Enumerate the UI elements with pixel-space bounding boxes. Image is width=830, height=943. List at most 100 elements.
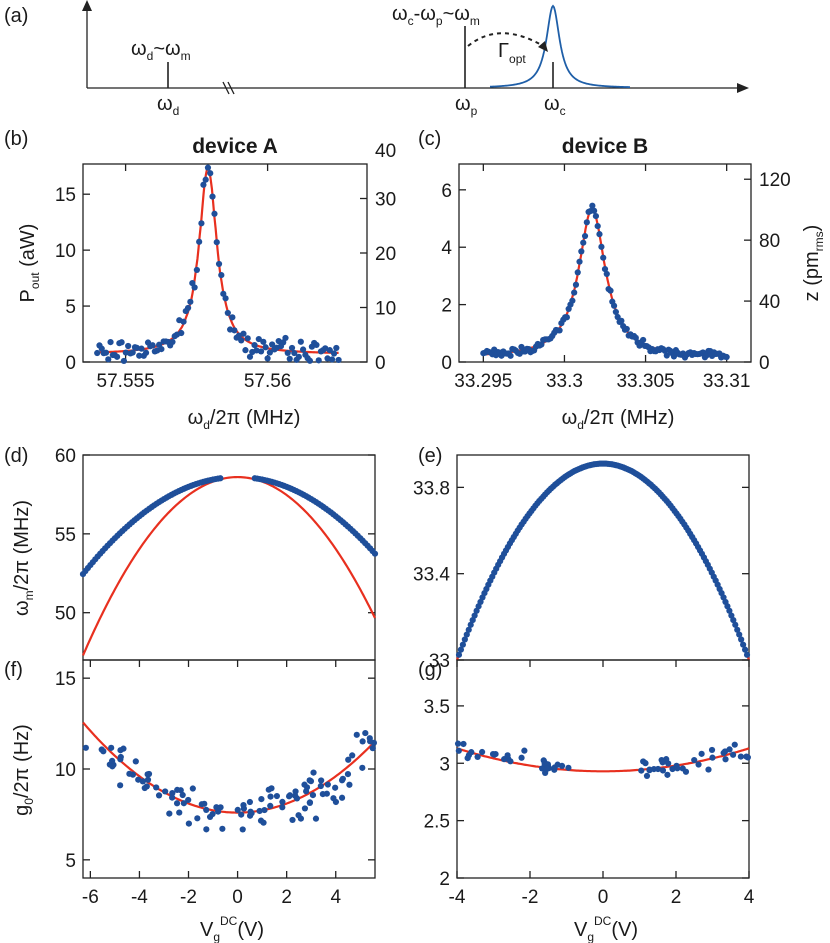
- fit-curve: [97, 165, 339, 355]
- data-point: [563, 314, 570, 321]
- fit-curve: [483, 207, 727, 357]
- data-point: [659, 759, 666, 766]
- data-point: [318, 777, 325, 784]
- data-point: [267, 793, 274, 800]
- data-point: [591, 207, 598, 214]
- data-point: [307, 778, 315, 785]
- data-point: [580, 239, 587, 246]
- data-point: [571, 289, 578, 296]
- data-point: [610, 302, 618, 309]
- y-tick-label: 4: [441, 238, 452, 259]
- data-point: [138, 345, 145, 352]
- data-point: [572, 281, 580, 288]
- axis-break-1: [222, 81, 230, 95]
- data-points-d: [79, 475, 379, 578]
- data-point: [640, 336, 647, 344]
- data-point: [646, 766, 653, 773]
- x-tick-label: 2: [281, 887, 292, 908]
- data-point: [603, 270, 610, 278]
- data-point: [218, 272, 225, 279]
- data-point: [207, 170, 214, 177]
- data-point: [215, 808, 222, 815]
- fit-line-g: [456, 747, 750, 773]
- data-point: [136, 352, 143, 359]
- x-tick-label: 33.305: [616, 371, 674, 392]
- data-point: [255, 335, 262, 343]
- data-point: [324, 781, 331, 788]
- panel-label-c: (c): [418, 128, 441, 150]
- data-point: [187, 298, 194, 305]
- data-point: [284, 349, 291, 357]
- data-point: [203, 806, 210, 813]
- y-tick-label: 5: [65, 297, 76, 318]
- data-point: [100, 748, 107, 755]
- data-point: [521, 747, 528, 754]
- data-point: [204, 164, 212, 171]
- data-point: [273, 792, 280, 800]
- data-point: [737, 753, 745, 760]
- y-tick-label: 0: [65, 353, 76, 374]
- data-point: [125, 342, 132, 350]
- data-point: [203, 826, 210, 833]
- wc-label: ωc: [544, 93, 566, 118]
- y-arrow-head: [82, 0, 92, 11]
- data-point: [297, 338, 304, 345]
- plot-frame-g: [456, 659, 750, 879]
- y-tick-label: 33.8: [413, 478, 450, 499]
- title-device-b: device B: [562, 135, 648, 158]
- data-point: [286, 792, 294, 799]
- data-point: [261, 806, 268, 814]
- data-point: [556, 327, 563, 334]
- data-point: [581, 232, 589, 240]
- data-point: [464, 755, 471, 762]
- data-point: [169, 794, 176, 801]
- data-point: [371, 550, 379, 557]
- data-point: [289, 816, 296, 824]
- data-point: [291, 349, 298, 357]
- y2-tick-label: 0: [759, 353, 770, 374]
- data-point: [454, 740, 462, 747]
- data-point: [166, 810, 173, 817]
- data-point: [723, 353, 730, 361]
- data-point: [169, 338, 176, 346]
- y2-tick-label: 0: [375, 353, 386, 374]
- panel-label-g: (g): [418, 659, 442, 681]
- data-point: [94, 349, 101, 357]
- x-tick-label: 33.31: [703, 371, 751, 392]
- data-point: [731, 741, 738, 748]
- data-point: [705, 766, 712, 773]
- data-point: [246, 353, 254, 360]
- x-arrow-head: [737, 83, 749, 93]
- data-point: [185, 796, 192, 804]
- data-points-c: [480, 202, 730, 361]
- y2-tick-label: 40: [375, 141, 396, 162]
- data-points-g: [454, 740, 751, 779]
- data-point: [618, 317, 625, 324]
- data-point: [583, 219, 590, 226]
- y-tick-label: 2: [439, 869, 450, 890]
- data-point: [266, 349, 273, 356]
- x-tick-label: -4: [449, 887, 466, 908]
- data-point: [504, 752, 511, 759]
- data-point: [312, 815, 320, 822]
- data-point: [738, 636, 745, 643]
- data-point: [295, 353, 302, 360]
- data-point: [267, 802, 274, 810]
- data-point: [117, 747, 124, 754]
- y-tick-label: 6: [441, 181, 452, 202]
- data-point: [238, 811, 245, 818]
- data-point: [257, 348, 265, 355]
- data-point: [238, 337, 245, 344]
- title-device-a: device A: [192, 135, 278, 158]
- data-point: [457, 646, 465, 653]
- data-point: [194, 815, 201, 822]
- data-point: [169, 790, 176, 797]
- data-point: [726, 746, 733, 753]
- data-point: [518, 754, 525, 761]
- data-point: [664, 771, 671, 778]
- data-point: [113, 353, 121, 360]
- data-point: [589, 202, 596, 209]
- y-tick-label: 60: [55, 446, 76, 467]
- data-point: [574, 269, 581, 276]
- data-point: [279, 804, 286, 811]
